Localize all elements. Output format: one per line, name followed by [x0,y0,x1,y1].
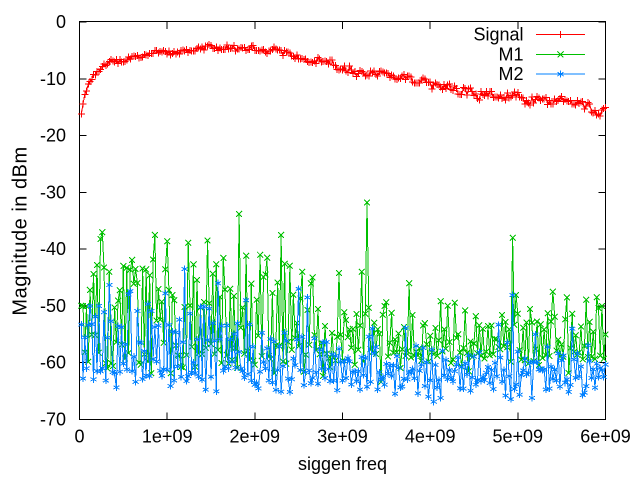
svg-text:-30: -30 [40,182,66,202]
svg-text:-40: -40 [40,239,66,259]
svg-text:5e+09: 5e+09 [493,427,544,447]
svg-text:0: 0 [56,12,66,32]
svg-text:2e+09: 2e+09 [230,427,281,447]
svg-text:6e+09: 6e+09 [580,427,631,447]
svg-text:3e+09: 3e+09 [317,427,368,447]
svg-text:M2: M2 [498,64,523,84]
svg-text:-60: -60 [40,353,66,373]
svg-text:M1: M1 [498,44,523,64]
svg-text:-70: -70 [40,410,66,430]
svg-text:-10: -10 [40,69,66,89]
svg-text:0: 0 [74,427,84,447]
svg-text:Signal: Signal [473,25,523,45]
svg-text:-50: -50 [40,296,66,316]
svg-text:1e+09: 1e+09 [142,427,193,447]
svg-text:4e+09: 4e+09 [405,427,456,447]
svg-text:Magnitude in dBm: Magnitude in dBm [10,146,32,315]
svg-text:-20: -20 [40,126,66,146]
svg-text:siggen freq: siggen freq [298,454,387,474]
